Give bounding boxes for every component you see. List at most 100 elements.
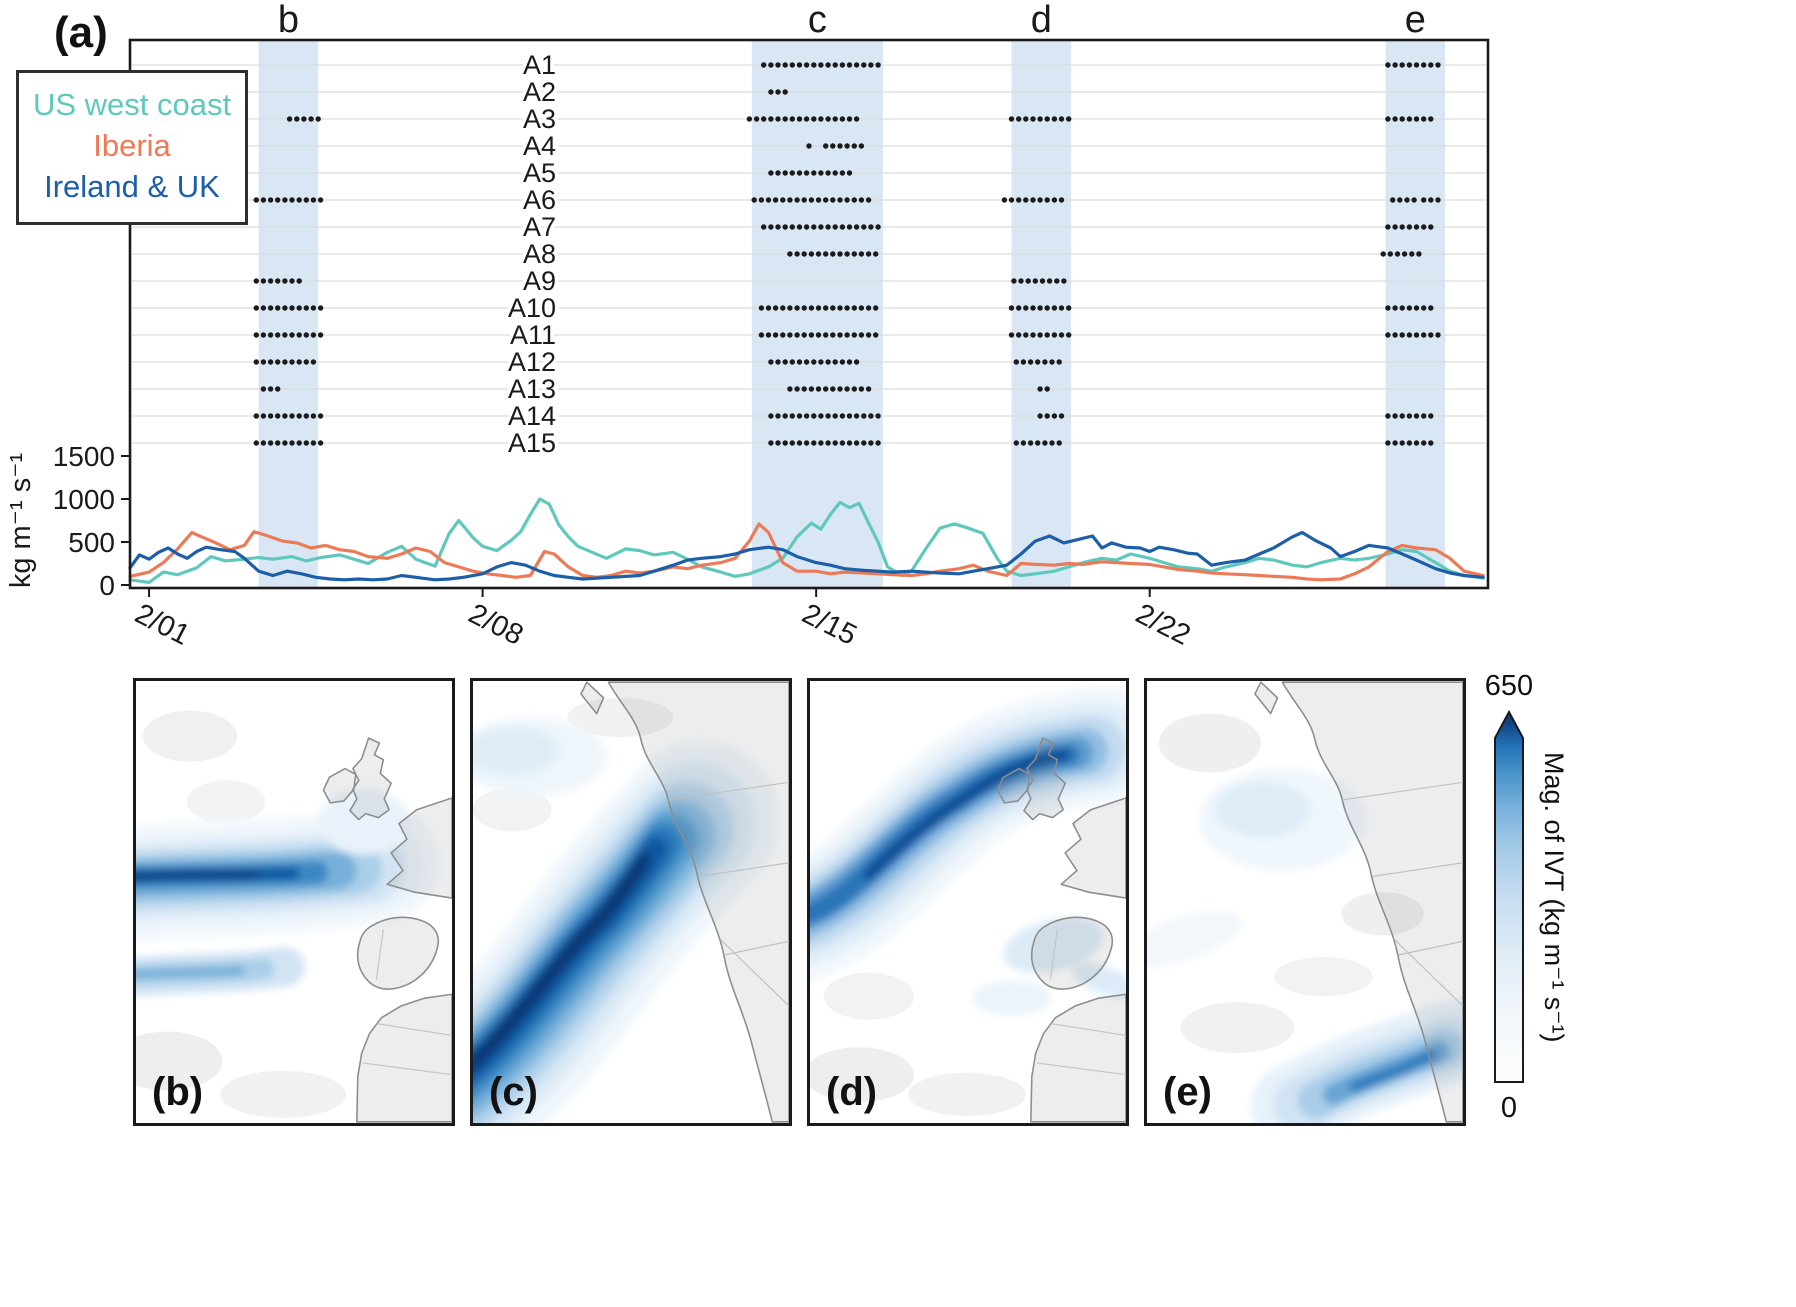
event-dot [1016, 332, 1022, 338]
event-dot [811, 224, 817, 230]
event-dot [775, 170, 781, 176]
event-dot [868, 440, 874, 446]
event-dot [758, 305, 765, 311]
event-dot [1044, 413, 1050, 419]
map-c-canvas [473, 681, 789, 1123]
event-dot [1421, 116, 1427, 122]
event-dot [844, 305, 850, 311]
event-dot [858, 305, 865, 311]
event-dot [837, 197, 843, 203]
event-dot [1399, 116, 1405, 122]
event-dot [782, 116, 788, 122]
country-borders [362, 929, 452, 1076]
event-dot [801, 332, 807, 338]
event-dot [296, 305, 302, 311]
event-dot [837, 251, 843, 257]
event-dot [286, 116, 293, 122]
event-dot [1411, 197, 1417, 203]
event-dot [1058, 332, 1065, 338]
map-panel-d: (d) [807, 678, 1129, 1126]
event-dot [1044, 332, 1050, 338]
coastlines [1254, 681, 1463, 1123]
ivt-plume [810, 686, 1126, 1016]
event-dot [796, 62, 803, 68]
event-dot [839, 413, 846, 419]
event-dot [289, 305, 295, 311]
event-dot [782, 413, 788, 419]
legend-item-iberia: Iberia [93, 127, 171, 163]
event-dot [772, 305, 779, 311]
event-dot [1037, 116, 1043, 122]
event-dot [823, 251, 829, 257]
event-dot [1001, 197, 1008, 203]
map-panel-e: (e) [1144, 678, 1466, 1126]
x-tick-label: 2/08 [463, 598, 528, 652]
row-label-A8: A8 [523, 239, 556, 269]
event-dot [811, 170, 817, 176]
event-dot [789, 413, 795, 419]
event-dot [1399, 305, 1405, 311]
event-dot [775, 89, 781, 95]
event-dot [317, 305, 324, 311]
event-dot [844, 143, 850, 149]
event-dot [1016, 305, 1022, 311]
colorbar-title: Mag. of IVT (kg m⁻¹ s⁻¹) [1539, 751, 1569, 1043]
event-dots-A11 [253, 332, 1441, 338]
event-dot [1025, 278, 1031, 284]
row-label-A11: A11 [510, 320, 556, 350]
event-dot [794, 197, 800, 203]
event-dot [851, 305, 857, 311]
event-dot [761, 116, 767, 122]
coast-vancouver-island [1254, 681, 1279, 715]
event-dot [296, 278, 302, 284]
colorbar [1494, 709, 1524, 1083]
event-dot [801, 386, 807, 392]
y-axis-title: kg m⁻¹ s⁻¹ [5, 453, 37, 589]
event-dot [289, 440, 295, 446]
event-dot [1385, 332, 1391, 338]
event-dot [861, 224, 867, 230]
event-dot [853, 440, 860, 446]
event-dot [815, 305, 822, 311]
band-letter-b: b [278, 0, 299, 41]
event-dot [858, 143, 865, 149]
event-dot [1066, 305, 1072, 311]
coast-ireland [322, 767, 357, 804]
coast-vancouver-island [580, 681, 605, 715]
row-label-A7: A7 [523, 212, 556, 242]
event-dot [275, 305, 281, 311]
event-dot [1385, 440, 1391, 446]
event-dot [1428, 197, 1434, 203]
event-dot [289, 332, 295, 338]
event-dot [794, 386, 800, 392]
event-dot [289, 197, 295, 203]
event-dot [310, 197, 317, 203]
map-b-canvas [136, 710, 452, 1123]
event-dot [1404, 197, 1410, 203]
event-dot [818, 413, 824, 419]
event-dot [310, 440, 317, 446]
event-dot [796, 224, 803, 230]
event-dot [846, 170, 853, 176]
ocean-contour-noise [810, 972, 1026, 1116]
event-dot [1428, 116, 1434, 122]
state-borders [1342, 781, 1463, 1007]
legend-item-ireland-uk: Ireland & UK [44, 168, 220, 204]
event-dot [858, 386, 865, 392]
event-dot [315, 116, 321, 122]
event-dot [844, 197, 850, 203]
event-dot [1385, 116, 1391, 122]
series-line-iberia [128, 522, 1485, 582]
event-dot [1042, 440, 1048, 446]
event-dot [303, 440, 309, 446]
event-dot [818, 440, 824, 446]
event-dot [1380, 251, 1386, 257]
event-dot [1046, 278, 1053, 284]
event-dot [837, 386, 843, 392]
event-dot [1018, 278, 1024, 284]
event-dot [775, 359, 781, 365]
event-dots-A3 [286, 116, 1434, 122]
row-label-A4: A4 [523, 131, 556, 161]
event-dot [815, 332, 822, 338]
event-dot [825, 62, 831, 68]
